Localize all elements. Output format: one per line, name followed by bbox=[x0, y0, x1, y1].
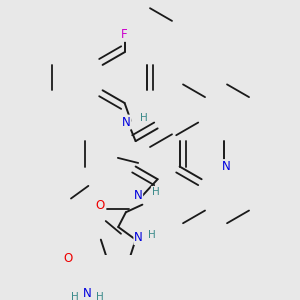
Text: H: H bbox=[148, 230, 155, 240]
Text: F: F bbox=[121, 28, 128, 41]
Text: N: N bbox=[134, 189, 142, 202]
Text: N: N bbox=[83, 287, 92, 300]
Text: H: H bbox=[70, 292, 78, 300]
Text: O: O bbox=[95, 200, 105, 212]
Text: N: N bbox=[122, 116, 131, 129]
Text: N: N bbox=[134, 231, 143, 244]
Text: O: O bbox=[63, 251, 72, 265]
Text: H: H bbox=[140, 113, 148, 123]
Text: H: H bbox=[152, 187, 160, 197]
Text: H: H bbox=[96, 292, 104, 300]
Text: N: N bbox=[222, 160, 230, 173]
